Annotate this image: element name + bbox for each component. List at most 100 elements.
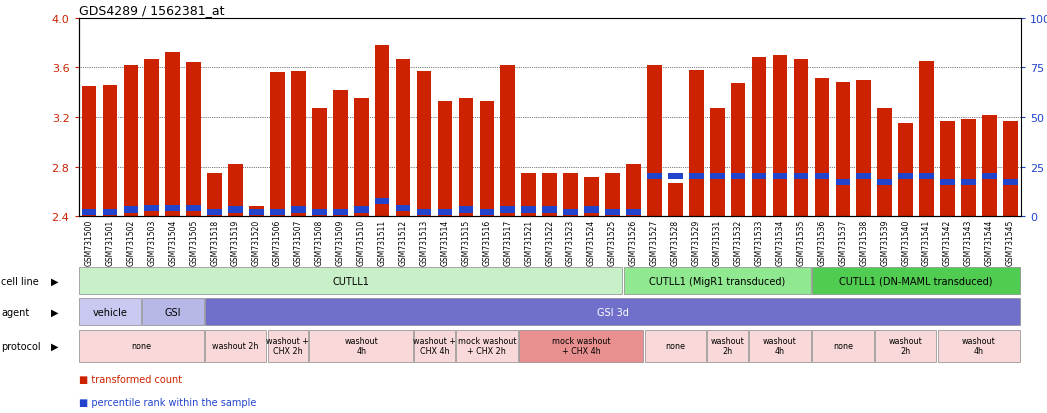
Bar — [624, 268, 810, 294]
Bar — [815, 173, 829, 180]
Text: GSM731518: GSM731518 — [210, 219, 219, 265]
Text: ▶: ▶ — [50, 341, 59, 351]
Bar — [940, 180, 955, 186]
Bar — [103, 209, 117, 216]
Bar — [856, 81, 871, 217]
Text: GSM731501: GSM731501 — [106, 219, 114, 266]
Bar — [417, 209, 431, 216]
Bar — [647, 66, 662, 217]
Bar — [207, 173, 222, 217]
Text: GSM731529: GSM731529 — [692, 219, 700, 266]
Text: GSM731506: GSM731506 — [273, 219, 282, 266]
Bar — [207, 209, 222, 216]
Text: GSM731544: GSM731544 — [985, 219, 994, 266]
Text: GSM731533: GSM731533 — [755, 219, 763, 266]
Bar — [752, 58, 766, 217]
Text: GSM731511: GSM731511 — [378, 219, 386, 265]
Bar — [877, 109, 892, 217]
Bar — [689, 173, 704, 180]
Bar — [500, 66, 515, 217]
Text: GSM731502: GSM731502 — [127, 219, 135, 266]
Bar — [438, 209, 452, 216]
Text: ■ transformed count: ■ transformed count — [79, 374, 181, 384]
Bar — [877, 180, 892, 186]
Bar — [898, 173, 913, 180]
Bar — [144, 206, 159, 212]
Bar — [626, 165, 641, 217]
Bar — [794, 173, 808, 180]
Text: GSM731519: GSM731519 — [231, 219, 240, 266]
Text: GSM731516: GSM731516 — [483, 219, 491, 266]
Bar — [186, 206, 201, 212]
Bar — [80, 330, 203, 362]
Text: GSM731504: GSM731504 — [169, 219, 177, 266]
Text: CUTLL1: CUTLL1 — [332, 276, 370, 286]
Text: GSM731536: GSM731536 — [818, 219, 826, 266]
Bar — [773, 173, 787, 180]
Text: GSM731520: GSM731520 — [252, 219, 261, 266]
Text: washout +
CHX 2h: washout + CHX 2h — [267, 336, 309, 356]
Bar — [291, 207, 306, 213]
Bar — [228, 165, 243, 217]
Bar — [165, 206, 180, 212]
Bar — [731, 173, 745, 180]
Bar — [249, 207, 264, 217]
Text: GSM731543: GSM731543 — [964, 219, 973, 266]
Bar — [668, 173, 683, 180]
Text: GSM731512: GSM731512 — [399, 219, 407, 265]
Bar — [961, 120, 976, 217]
Text: GSM731515: GSM731515 — [462, 219, 470, 266]
Text: GSM731540: GSM731540 — [901, 219, 910, 266]
Text: CUTLL1 (MigR1 transduced): CUTLL1 (MigR1 transduced) — [649, 276, 785, 286]
Bar — [459, 207, 473, 213]
Bar — [396, 206, 410, 212]
Bar — [898, 124, 913, 217]
Bar — [542, 207, 557, 213]
Text: ■ percentile rank within the sample: ■ percentile rank within the sample — [79, 397, 255, 407]
Bar — [205, 330, 266, 362]
Bar — [103, 85, 117, 217]
Bar — [563, 209, 578, 216]
Text: GSM731525: GSM731525 — [608, 219, 617, 266]
Bar — [500, 207, 515, 213]
Text: GSI 3d: GSI 3d — [597, 307, 628, 317]
Bar — [521, 173, 536, 217]
Text: GSI: GSI — [164, 307, 181, 317]
Text: GSM731532: GSM731532 — [734, 219, 742, 266]
Bar — [773, 56, 787, 217]
Bar — [626, 209, 641, 216]
Text: protocol: protocol — [1, 341, 41, 351]
Bar — [375, 198, 389, 204]
Bar — [333, 209, 348, 216]
Bar — [938, 330, 1020, 362]
Bar — [1003, 121, 1018, 217]
Text: mock washout
+ CHX 2h: mock washout + CHX 2h — [458, 336, 516, 356]
Bar — [815, 79, 829, 217]
Text: agent: agent — [1, 307, 29, 317]
Bar — [752, 173, 766, 180]
Text: CUTLL1 (DN-MAML transduced): CUTLL1 (DN-MAML transduced) — [840, 276, 993, 286]
Bar — [124, 207, 138, 213]
Bar — [82, 209, 96, 216]
Bar — [480, 209, 494, 216]
Bar — [982, 173, 997, 180]
Bar — [731, 84, 745, 217]
Text: GSM731535: GSM731535 — [797, 219, 805, 266]
Bar — [584, 207, 599, 213]
Bar — [605, 209, 620, 216]
Text: washout
2h: washout 2h — [711, 336, 744, 356]
Bar — [605, 173, 620, 217]
Bar — [249, 209, 264, 216]
Text: cell line: cell line — [1, 276, 39, 286]
Text: GSM731534: GSM731534 — [776, 219, 784, 266]
Bar — [396, 59, 410, 217]
Bar — [142, 299, 203, 325]
Bar — [80, 299, 140, 325]
Text: none: none — [131, 342, 152, 350]
Text: GSM731507: GSM731507 — [294, 219, 303, 266]
Bar — [375, 46, 389, 217]
Bar — [456, 330, 517, 362]
Text: none: none — [832, 342, 853, 350]
Text: GSM731531: GSM731531 — [713, 219, 721, 266]
Text: washout 2h: washout 2h — [213, 342, 259, 350]
